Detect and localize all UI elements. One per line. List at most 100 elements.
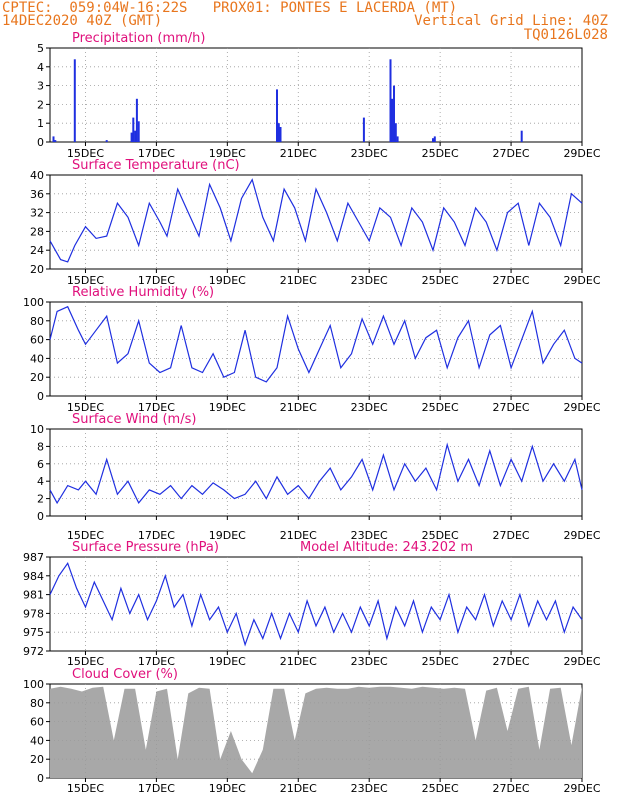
precipitation-frame — [49, 47, 583, 143]
pressure-title: Surface Pressure (hPa) — [72, 540, 219, 555]
wind-line — [49, 442, 583, 505]
precipitation-bar — [130, 132, 133, 142]
temperature-ytick-label: 32 — [30, 207, 44, 220]
pressure-annotation: Model Altitude: 243.202 m — [300, 540, 473, 555]
humidity-line — [49, 305, 583, 383]
wind-ytick-label: 10 — [30, 423, 44, 436]
pressure-frame — [49, 556, 583, 652]
temperature-ytick-label: 36 — [30, 188, 44, 201]
humidity-title: Relative Humidity (%) — [72, 285, 214, 300]
cloud-cover-xtick-label: 27DEC — [493, 782, 530, 795]
precipitation-ytick-label: 5 — [37, 42, 44, 55]
pressure-xtick-label: 23DEC — [351, 655, 388, 668]
cloud-cover-ytick-label: 60 — [30, 716, 44, 729]
wind-xtick-label: 19DEC — [209, 529, 246, 542]
precipitation-bar — [391, 98, 394, 142]
header-grid-line: Vertical Grid Line: 40Z — [414, 13, 608, 29]
wind-xtick-label: 23DEC — [351, 529, 388, 542]
humidity-xtick-label: 15DEC — [67, 401, 104, 414]
wind-ytick-label: 0 — [37, 510, 44, 523]
cloud-cover-xtick-label: 15DEC — [67, 782, 104, 795]
pressure-ytick-label: 987 — [23, 551, 44, 564]
wind-xtick-label: 17DEC — [138, 529, 175, 542]
cloud-cover-ytick-label: 80 — [30, 697, 44, 710]
humidity-xtick-label: 27DEC — [493, 401, 530, 414]
humidity-xtick-label: 29DEC — [563, 401, 600, 414]
precipitation-bar — [73, 59, 76, 142]
humidity-xtick-label: 23DEC — [351, 401, 388, 414]
temperature-title: Surface Temperature (nC) — [72, 158, 240, 173]
wind-xtick-label: 27DEC — [493, 529, 530, 542]
humidity-xtick-label: 21DEC — [280, 401, 317, 414]
pressure-ytick-label: 984 — [23, 570, 44, 583]
precipitation-bar — [134, 130, 137, 142]
precipitation-bar — [393, 85, 395, 142]
temperature-xtick-label: 19DEC — [209, 274, 246, 287]
pressure-xtick-label: 27DEC — [493, 655, 530, 668]
humidity-ytick-label: 100 — [23, 296, 44, 309]
humidity-xtick-label: 17DEC — [138, 401, 175, 414]
temperature-xtick-label: 23DEC — [351, 274, 388, 287]
pressure-xtick-label: 17DEC — [138, 655, 175, 668]
cloud-cover-title: Cloud Cover (%) — [72, 667, 178, 682]
wind-xtick-label: 21DEC — [280, 529, 317, 542]
wind-xtick-label: 15DEC — [67, 529, 104, 542]
precipitation-bar — [135, 98, 138, 142]
precipitation-ytick-label: 3 — [37, 80, 44, 93]
humidity-ytick-label: 20 — [30, 371, 44, 384]
temperature-frame — [49, 174, 583, 270]
header-datetime: 14DEC2020 40Z (GMT) — [2, 13, 163, 29]
cloud-cover-ytick-label: 100 — [23, 678, 44, 691]
precipitation-ytick-label: 2 — [37, 98, 44, 111]
pressure-line — [49, 562, 583, 647]
temperature-xtick-label: 29DEC — [563, 274, 600, 287]
cloud-cover-xtick-label: 25DEC — [422, 782, 459, 795]
cloud-cover-ytick-label: 40 — [30, 734, 44, 747]
temperature-xtick-label: 21DEC — [280, 274, 317, 287]
precipitation-xtick-label: 15DEC — [67, 147, 104, 160]
humidity-xtick-label: 19DEC — [209, 401, 246, 414]
temperature-ytick-label: 20 — [30, 263, 44, 276]
precipitation-bar — [394, 123, 397, 142]
cloud-cover-xtick-label: 29DEC — [563, 782, 600, 795]
precipitation-ytick-label: 1 — [37, 117, 44, 130]
precipitation-bar — [389, 59, 392, 142]
temperature-ytick-label: 28 — [30, 225, 44, 238]
temperature-line — [49, 178, 583, 263]
wind-ytick-label: 4 — [37, 475, 44, 488]
precipitation-title: Precipitation (mm/h) — [72, 31, 205, 46]
precipitation-xtick-label: 29DEC — [563, 147, 600, 160]
humidity-ytick-label: 40 — [30, 352, 44, 365]
cloud-cover-ytick-label: 20 — [30, 753, 44, 766]
precipitation-xtick-label: 21DEC — [280, 147, 317, 160]
precipitation-bar — [276, 89, 278, 142]
cloud-cover-ytick-label: 0 — [37, 772, 44, 785]
precipitation-xtick-label: 27DEC — [493, 147, 530, 160]
precipitation-bar — [432, 138, 434, 142]
pressure-xtick-label: 19DEC — [209, 655, 246, 668]
temperature-xtick-label: 15DEC — [67, 274, 104, 287]
temperature-ytick-label: 24 — [30, 244, 44, 257]
wind-ytick-label: 6 — [37, 458, 44, 471]
pressure-xtick-label: 25DEC — [422, 655, 459, 668]
temperature-xtick-label: 17DEC — [138, 274, 175, 287]
precipitation-xtick-label: 17DEC — [138, 147, 175, 160]
header-model-code: TQ0126L028 — [523, 27, 608, 43]
wind-xtick-label: 25DEC — [422, 529, 459, 542]
pressure-ytick-label: 978 — [23, 607, 44, 620]
precipitation-bar — [137, 121, 140, 142]
pressure-xtick-label: 29DEC — [563, 655, 600, 668]
temperature-ytick-label: 40 — [30, 169, 44, 182]
temperature-xtick-label: 27DEC — [493, 274, 530, 287]
pressure-xtick-label: 21DEC — [280, 655, 317, 668]
precipitation-bar — [520, 130, 523, 142]
precipitation-bar — [279, 127, 282, 142]
precipitation-ytick-label: 0 — [37, 136, 44, 149]
cloud-cover-xtick-label: 23DEC — [351, 782, 388, 795]
humidity-frame — [49, 301, 583, 397]
temperature-xtick-label: 25DEC — [422, 274, 459, 287]
precipitation-bar — [54, 140, 57, 142]
precipitation-bar — [433, 136, 436, 142]
